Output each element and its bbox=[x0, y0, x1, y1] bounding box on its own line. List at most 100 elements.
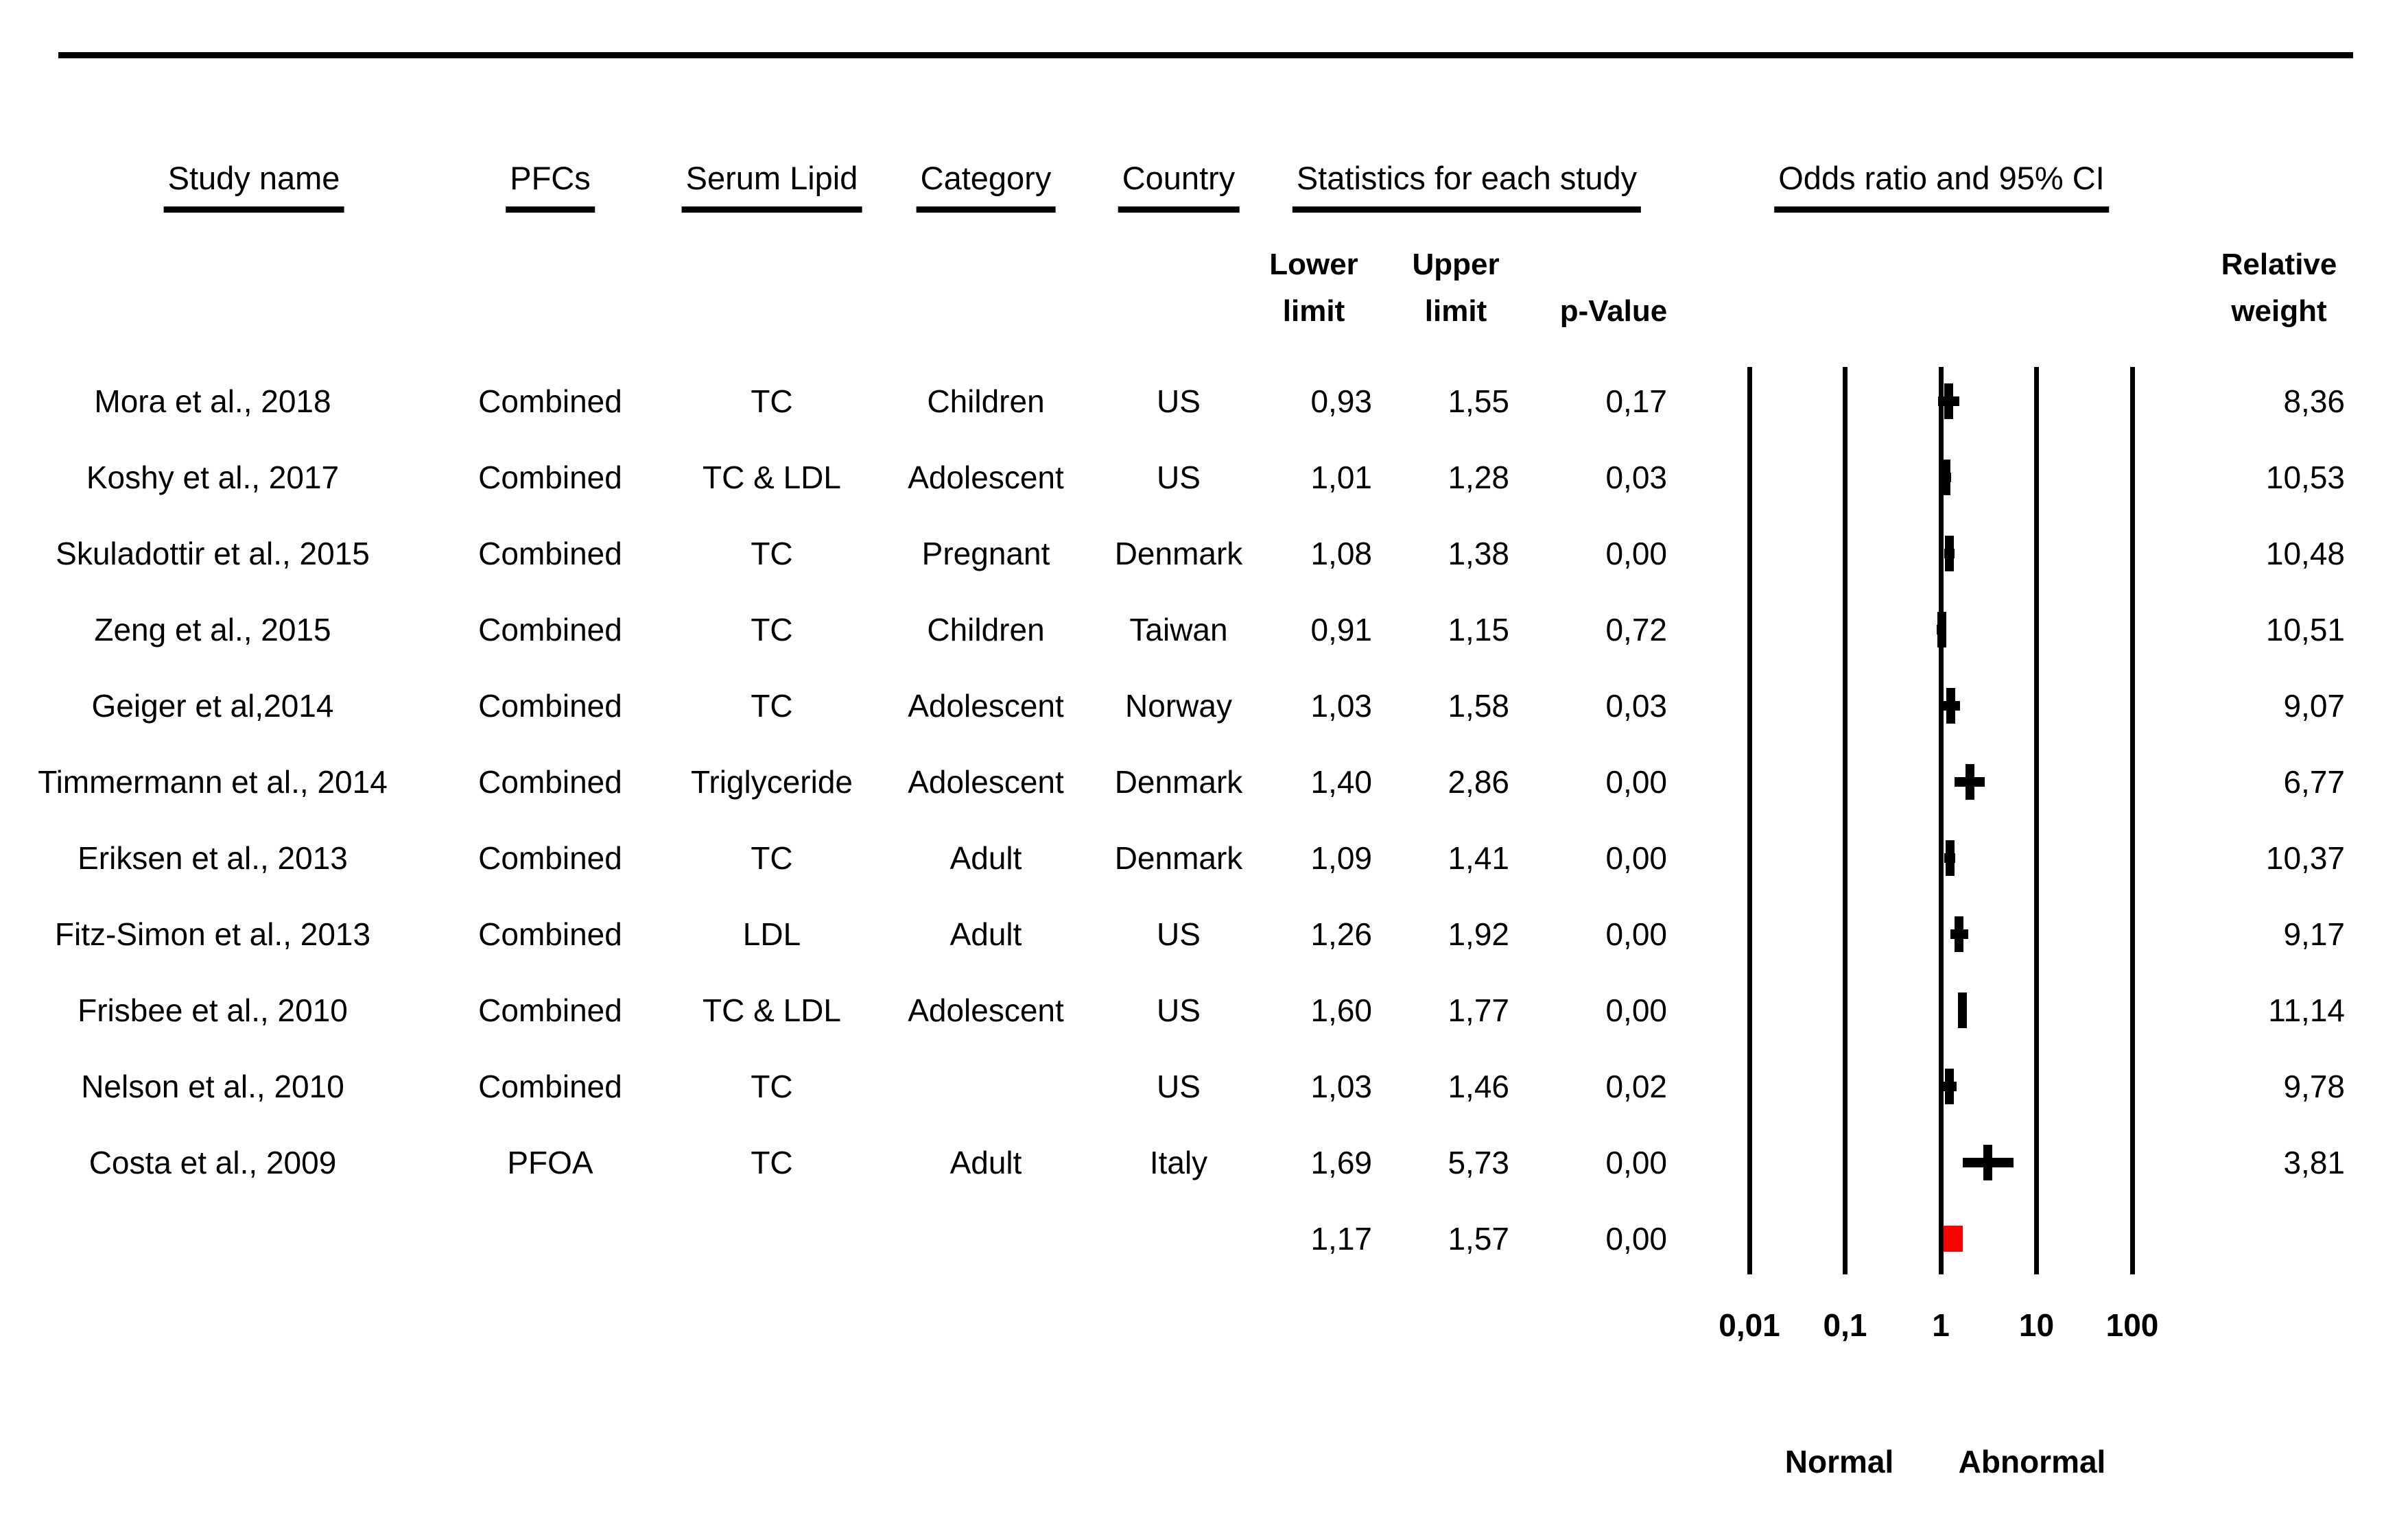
column-header-study-name: Study name bbox=[163, 159, 344, 213]
cell-lower-limit: 0,93 bbox=[1310, 383, 1372, 419]
cell-study-name: Koshy et al., 2017 bbox=[86, 460, 340, 495]
axis-label-abnormal: Abnormal bbox=[1958, 1444, 2106, 1479]
column-header-category: Category bbox=[916, 159, 1056, 213]
cell-study-name: Timmermann et al., 2014 bbox=[38, 764, 388, 800]
cell-p-value: 0,72 bbox=[1605, 612, 1667, 647]
cell-country: US bbox=[1157, 992, 1201, 1028]
cell-serum-lipid: TC bbox=[751, 383, 793, 419]
cell-upper-limit: 1,92 bbox=[1448, 916, 1509, 952]
point-estimate-tick bbox=[1946, 688, 1956, 724]
point-estimate-tick bbox=[1937, 612, 1946, 647]
summary-p-value: 0,00 bbox=[1605, 1221, 1667, 1257]
summary-lower-limit: 1,17 bbox=[1310, 1221, 1372, 1257]
cell-lower-limit: 1,69 bbox=[1310, 1145, 1372, 1180]
cell-serum-lipid: TC bbox=[751, 536, 793, 571]
column-header-serum-lipid: Serum Lipid bbox=[681, 159, 862, 213]
cell-pfcs: Combined bbox=[478, 764, 622, 800]
cell-relative-weight: 10,48 bbox=[2265, 536, 2345, 571]
cell-study-name: Eriksen et al., 2013 bbox=[78, 840, 348, 876]
gridline-0,1 bbox=[1843, 367, 1848, 1274]
point-estimate-tick bbox=[1944, 383, 1953, 419]
cell-category: Adolescent bbox=[908, 688, 1064, 724]
cell-serum-lipid: TC bbox=[751, 1145, 793, 1180]
cell-category: Adult bbox=[949, 1145, 1022, 1180]
cell-serum-lipid: TC bbox=[751, 688, 793, 724]
cell-category: Adolescent bbox=[908, 460, 1064, 495]
cell-category: Adult bbox=[949, 840, 1022, 876]
summary-pooled-marker bbox=[1944, 1226, 1963, 1252]
cell-lower-limit: 1,40 bbox=[1310, 764, 1372, 800]
cell-pfcs: Combined bbox=[478, 612, 622, 647]
cell-study-name: Geiger et al,2014 bbox=[91, 688, 334, 724]
point-estimate-tick bbox=[1945, 840, 1955, 876]
cell-category: Adult bbox=[949, 916, 1022, 952]
cell-country: Denmark bbox=[1114, 764, 1243, 800]
cell-pfcs: Combined bbox=[478, 383, 622, 419]
cell-upper-limit: 1,46 bbox=[1448, 1069, 1509, 1104]
cell-upper-limit: 1,58 bbox=[1448, 688, 1509, 724]
cell-lower-limit: 1,09 bbox=[1310, 840, 1372, 876]
cell-country: US bbox=[1157, 460, 1201, 495]
point-estimate-tick bbox=[1958, 992, 1968, 1028]
cell-p-value: 0,03 bbox=[1605, 688, 1667, 724]
cell-relative-weight: 10,53 bbox=[2265, 460, 2345, 495]
subheader-p-value: p-Value bbox=[1559, 294, 1668, 328]
cell-study-name: Fitz-Simon et al., 2013 bbox=[54, 916, 371, 952]
cell-lower-limit: 1,01 bbox=[1310, 460, 1372, 495]
cell-study-name: Skuladottir et al., 2015 bbox=[56, 536, 370, 571]
cell-country: Denmark bbox=[1114, 840, 1243, 876]
cell-upper-limit: 1,38 bbox=[1448, 536, 1509, 571]
cell-country: US bbox=[1157, 383, 1201, 419]
x-tick-label: 0,01 bbox=[1719, 1307, 1780, 1343]
cell-p-value: 0,00 bbox=[1605, 764, 1667, 800]
cell-lower-limit: 1,60 bbox=[1310, 992, 1372, 1028]
cell-relative-weight: 11,14 bbox=[2268, 992, 2345, 1028]
cell-study-name: Zeng et al., 2015 bbox=[94, 612, 331, 647]
cell-relative-weight: 9,17 bbox=[2283, 916, 2345, 952]
cell-upper-limit: 1,28 bbox=[1448, 460, 1509, 495]
cell-category: Adolescent bbox=[908, 992, 1064, 1028]
cell-relative-weight: 9,78 bbox=[2283, 1069, 2345, 1104]
cell-relative-weight: 10,51 bbox=[2265, 612, 2345, 647]
point-estimate-tick bbox=[1944, 1069, 1954, 1104]
cell-study-name: Nelson et al., 2010 bbox=[81, 1069, 344, 1104]
cell-study-name: Costa et al., 2009 bbox=[88, 1145, 337, 1180]
cell-lower-limit: 1,03 bbox=[1310, 1069, 1372, 1104]
cell-relative-weight: 10,37 bbox=[2265, 840, 2345, 876]
cell-pfcs: Combined bbox=[478, 688, 622, 724]
cell-upper-limit: 1,77 bbox=[1448, 992, 1509, 1028]
point-estimate-tick bbox=[1944, 536, 1954, 571]
cell-country: Taiwan bbox=[1129, 612, 1228, 647]
cell-upper-limit: 1,15 bbox=[1448, 612, 1509, 647]
cell-country: Norway bbox=[1125, 688, 1232, 724]
cell-category: Children bbox=[927, 383, 1045, 419]
cell-pfcs: Combined bbox=[478, 992, 622, 1028]
gridline-100 bbox=[2129, 367, 2135, 1274]
cell-serum-lipid: TC bbox=[751, 612, 793, 647]
column-header-pfcs: PFCs bbox=[506, 159, 595, 213]
point-estimate-tick bbox=[1965, 764, 1974, 800]
cell-category: Adolescent bbox=[908, 764, 1064, 800]
cell-serum-lipid: TC & LDL bbox=[703, 460, 841, 495]
cell-serum-lipid: LDL bbox=[742, 916, 801, 952]
cell-relative-weight: 3,81 bbox=[2283, 1145, 2345, 1180]
cell-p-value: 0,00 bbox=[1605, 992, 1667, 1028]
cell-upper-limit: 1,55 bbox=[1448, 383, 1509, 419]
cell-p-value: 0,00 bbox=[1605, 1145, 1667, 1180]
cell-relative-weight: 6,77 bbox=[2283, 764, 2345, 800]
cell-study-name: Frisbee et al., 2010 bbox=[78, 992, 348, 1028]
cell-relative-weight: 9,07 bbox=[2283, 688, 2345, 724]
cell-lower-limit: 1,26 bbox=[1310, 916, 1372, 952]
cell-p-value: 0,03 bbox=[1605, 460, 1667, 495]
x-tick-label: 0,1 bbox=[1823, 1307, 1867, 1343]
cell-upper-limit: 2,86 bbox=[1448, 764, 1509, 800]
cell-study-name: Mora et al., 2018 bbox=[94, 383, 331, 419]
cell-p-value: 0,00 bbox=[1605, 840, 1667, 876]
column-header-country: Country bbox=[1118, 159, 1240, 213]
cell-serum-lipid: TC bbox=[751, 1069, 793, 1104]
cell-category: Pregnant bbox=[921, 536, 1050, 571]
gridline-10 bbox=[2034, 367, 2039, 1274]
cell-lower-limit: 1,08 bbox=[1310, 536, 1372, 571]
cell-pfcs: Combined bbox=[478, 916, 622, 952]
